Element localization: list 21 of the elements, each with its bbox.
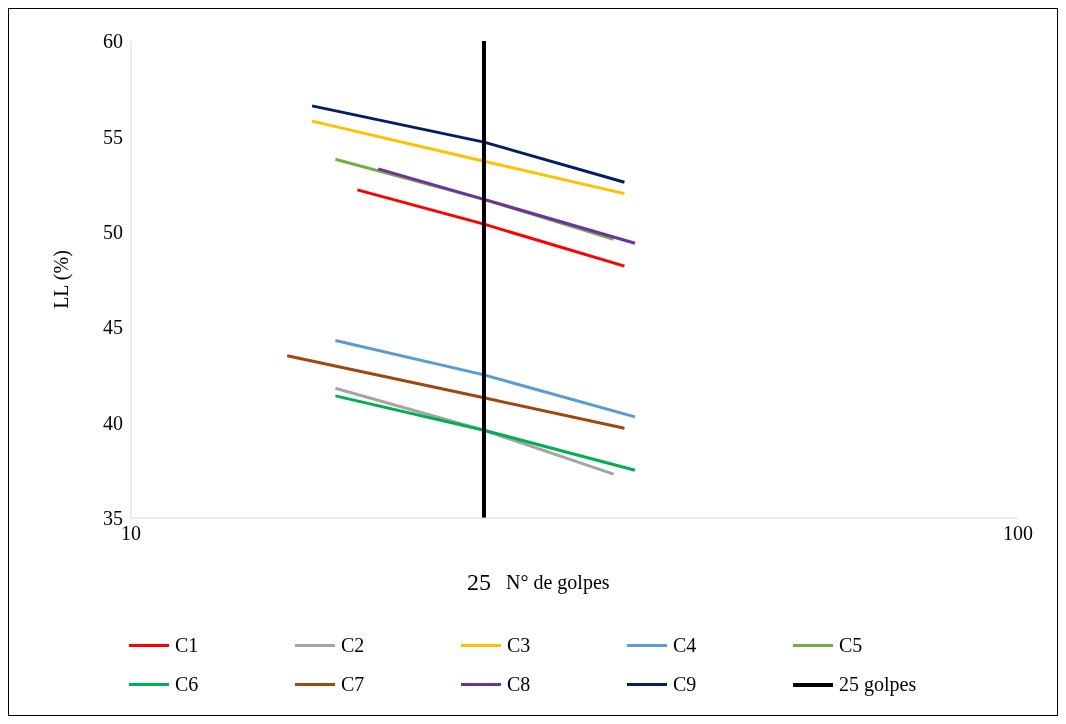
legend-label: C7 <box>341 673 365 696</box>
legend-label: C2 <box>341 634 365 657</box>
y-tick-label: 60 <box>103 30 123 53</box>
x-tick-label: 100 <box>1003 522 1033 545</box>
legend-label: C3 <box>507 634 531 657</box>
legend-label: C1 <box>175 634 199 657</box>
legend-label: C5 <box>839 634 863 657</box>
x-axis-title: N° de golpes <box>506 571 610 594</box>
x-tick-label: 10 <box>121 522 141 545</box>
legend-label: 25 golpes <box>839 673 917 696</box>
y-tick-label: 50 <box>103 220 123 243</box>
legend-label: C4 <box>673 634 697 657</box>
text: 25 <box>466 569 491 596</box>
legend-label: C6 <box>175 673 199 696</box>
y-tick-label: 55 <box>103 125 123 148</box>
y-tick-label: 45 <box>103 316 123 339</box>
y-tick-label: 40 <box>103 411 123 434</box>
legend-label: C9 <box>673 673 697 696</box>
y-tick-label: 35 <box>103 507 123 530</box>
y-axis-title: LL (%) <box>50 250 74 309</box>
legend-label: C8 <box>507 673 531 696</box>
